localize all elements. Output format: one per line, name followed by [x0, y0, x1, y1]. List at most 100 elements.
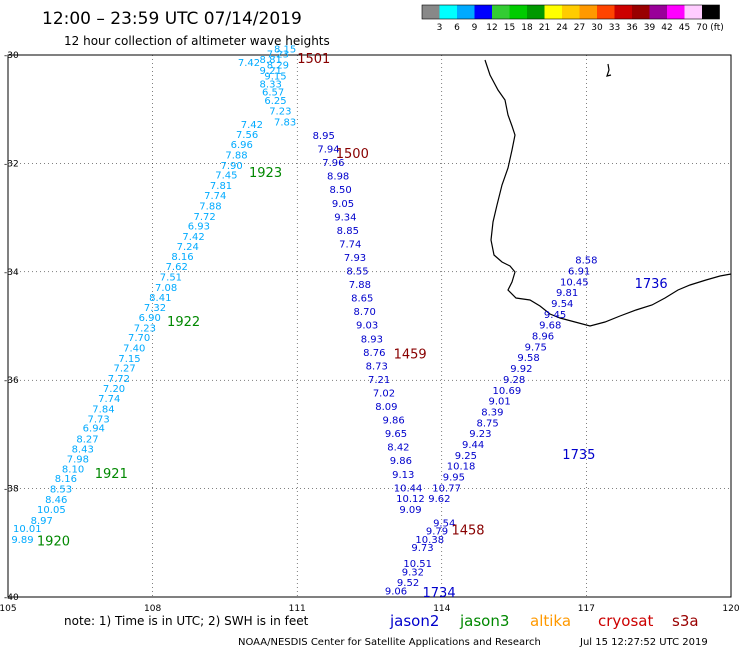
wave-height-value: 8.93 [361, 334, 383, 345]
latitude-label: -32 [4, 159, 19, 169]
wave-height-value: 7.42 [241, 120, 263, 131]
map-title: 12:00 – 23:59 UTC 07/14/2019 [42, 9, 302, 29]
wave-height-value: 6.90 [139, 313, 161, 324]
australia-coastline [484, 59, 732, 327]
legend-swatch [667, 5, 685, 19]
wave-height-value: 7.90 [221, 161, 243, 172]
legend-unit: (ft) [710, 23, 724, 33]
wave-height-value: 7.23 [267, 50, 289, 61]
wave-height-value: 8.95 [313, 131, 335, 142]
wave-height-value: 9.03 [356, 321, 378, 332]
wave-height-value: 7.23 [269, 107, 291, 118]
wave-height-value: 9.52 [397, 578, 419, 589]
wave-height-value: 8.73 [366, 361, 388, 372]
satellite-name: altika [530, 612, 571, 630]
wave-height-value: 10.51 [403, 559, 432, 570]
wave-height-value: 7.72 [194, 212, 216, 223]
wave-height-value: 7.32 [144, 303, 166, 314]
wave-height-value: 9.79 [426, 527, 448, 538]
wave-height-value: 9.81 [556, 288, 578, 299]
legend-swatch [492, 5, 510, 19]
wave-height-value: 8.97 [31, 516, 53, 527]
latitude-label: -34 [4, 268, 19, 278]
legend-swatch [457, 5, 475, 19]
wave-height-value: 8.55 [346, 267, 368, 278]
wave-height-value: 9.09 [399, 505, 421, 516]
wave-height-value: 7.23 [134, 323, 156, 334]
wave-height-value: 9.58 [517, 353, 539, 364]
legend-swatch [544, 5, 562, 19]
wave-height-value: 9.73 [411, 543, 433, 554]
legend-swatch [684, 5, 702, 19]
wave-height-value: 8.96 [532, 332, 554, 343]
wave-height-value: 9.92 [510, 364, 532, 375]
footer-note: note: 1) Time is in UTC; 2) SWH is in fe… [64, 614, 309, 628]
pass-time-label: 1921 [95, 467, 128, 482]
wave-height-value: 8.53 [50, 484, 72, 495]
wave-height-value: 7.70 [128, 333, 150, 344]
wave-height-value: 9.13 [392, 470, 414, 481]
wave-height-value: 7.56 [236, 130, 258, 141]
legend-tick-label: 3 [437, 23, 443, 33]
wave-height-color-legend: 3 6 9 12 15 18 21 24 27 30 33 36 39 42 45 70 (ft) [421, 4, 724, 33]
wave-height-value: 7.94 [317, 145, 339, 156]
latitude-label: -36 [4, 376, 19, 386]
wave-height-tracks: 9.8910.018.9710.058.468.538.168.107.988.… [11, 44, 597, 597]
island-outline [606, 63, 612, 77]
wave-height-value: 7.24 [177, 242, 199, 253]
legend-tick-label: 12 [486, 23, 497, 33]
latitude-label: -40 [4, 593, 19, 603]
wave-height-value: 7.81 [210, 181, 232, 192]
wave-height-value: 7.72 [108, 374, 130, 385]
pass-time-label: 1923 [249, 166, 282, 181]
pass-time-label: 1735 [562, 448, 595, 463]
wave-height-value: 8.29 [267, 61, 289, 72]
wave-height-value: 7.88 [199, 201, 221, 212]
legend-swatch [702, 5, 720, 19]
wave-height-value: 9.34 [334, 212, 356, 223]
wave-height-value: 9.65 [385, 429, 407, 440]
legend-swatch [632, 5, 650, 19]
wave-height-value: 7.88 [225, 151, 247, 162]
wave-height-value: 10.77 [432, 483, 461, 494]
wave-height-value: 6.94 [83, 424, 105, 435]
wave-height-value: 8.58 [575, 256, 597, 267]
wave-height-value: 8.98 [327, 172, 349, 183]
wave-height-value: 7.96 [322, 158, 344, 169]
pass-time-label: 1734 [423, 586, 456, 601]
legend-swatch [509, 5, 527, 19]
wave-height-value: 7.62 [166, 262, 188, 273]
wave-height-value: 9.54 [551, 299, 573, 310]
satellite-legend: jason2 jason3 altika cryosat s3a [389, 612, 699, 630]
wave-height-value: 7.74 [339, 239, 361, 250]
wave-height-value: 8.39 [481, 407, 503, 418]
legend-swatch [614, 5, 632, 19]
wave-height-value: 8.81 [260, 55, 282, 66]
legend-tick-label: 18 [521, 23, 533, 33]
pass-time-label: 1920 [37, 535, 70, 550]
legend-border [421, 4, 720, 20]
wave-height-value: 7.02 [373, 388, 395, 399]
wave-height-value: 9.44 [462, 440, 484, 451]
wave-height-value: 8.46 [45, 495, 67, 506]
wave-height-value: 10.12 [396, 494, 425, 505]
legend-swatch [527, 5, 545, 19]
wave-height-value: 10.44 [394, 483, 423, 494]
wave-height-value: 8.70 [354, 307, 376, 318]
legend-tick-label: 21 [539, 23, 550, 33]
wave-height-value: 9.21 [260, 66, 282, 77]
wave-height-value: 9.23 [469, 429, 491, 440]
wave-height-value: 9.68 [539, 321, 561, 332]
wave-height-value: 8.75 [476, 418, 498, 429]
wave-height-value: 8.10 [62, 464, 84, 475]
wave-height-value: 8.15 [274, 44, 296, 55]
wave-height-value: 9.89 [11, 535, 33, 546]
wave-height-value: 7.93 [344, 253, 366, 264]
wave-height-value: 6.96 [231, 140, 253, 151]
legend-swatch [597, 5, 615, 19]
legend-tick-label: 15 [504, 23, 515, 33]
wave-height-value: 6.25 [264, 96, 286, 107]
latitude-label: -38 [4, 485, 19, 495]
latitude-label: -30 [4, 51, 19, 61]
legend-tick-label: 9 [472, 23, 478, 33]
